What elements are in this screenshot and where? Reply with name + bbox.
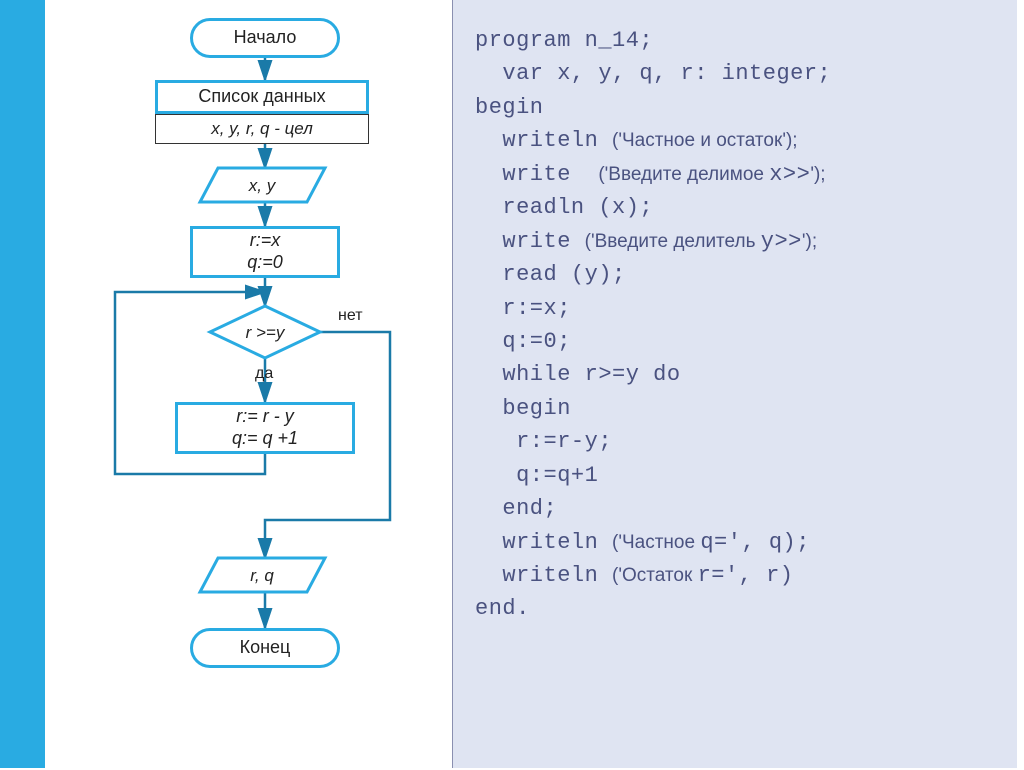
node-end-label: Конец xyxy=(240,637,291,659)
node-start-label: Начало xyxy=(234,27,297,49)
node-start: Начало xyxy=(190,18,340,58)
node-io1-label: x, y xyxy=(212,176,312,196)
code-line: q:=q+1 xyxy=(475,459,997,492)
node-init-l2: q:=0 xyxy=(247,252,283,274)
side-stripe xyxy=(0,0,45,768)
code-panel: program n_14; var x, y, q, r: integer; b… xyxy=(452,0,1017,768)
code-line: writeln ('Частное и остаток'); xyxy=(475,124,997,157)
node-init: r:=x q:=0 xyxy=(190,226,340,278)
code-line: read (y); xyxy=(475,258,997,291)
node-end: Конец xyxy=(190,628,340,668)
code-line: end. xyxy=(475,592,997,625)
node-declarations: x, y, r, q - цел xyxy=(155,114,369,144)
node-io2-label: r, q xyxy=(212,566,312,586)
code-line: write ('Введите делитель y>>'); xyxy=(475,225,997,258)
node-body-l1: r:= r - y xyxy=(236,406,294,428)
node-init-l1: r:=x xyxy=(250,230,281,252)
code-line: writeln ('Остаток r=', r) xyxy=(475,559,997,592)
node-cond-label: r >=y xyxy=(215,323,315,343)
branch-no-label: нет xyxy=(338,307,363,324)
code-line: r:=r-y; xyxy=(475,425,997,458)
flowchart: нет да Начало Список данных x, y, r, q -… xyxy=(60,0,450,768)
node-title: Список данных xyxy=(155,80,369,114)
code-line: begin xyxy=(475,91,997,124)
code-line: end; xyxy=(475,492,997,525)
node-title-label: Список данных xyxy=(198,86,325,108)
node-body: r:= r - y q:= q +1 xyxy=(175,402,355,454)
code-line: while r>=y do xyxy=(475,358,997,391)
code-line: writeln ('Частное q=', q); xyxy=(475,526,997,559)
node-body-l2: q:= q +1 xyxy=(232,428,298,450)
branch-yes-label: да xyxy=(255,365,273,382)
code-line: write ('Введите делимое x>>'); xyxy=(475,158,997,191)
node-decl-label: x, y, r, q - цел xyxy=(211,119,313,139)
code-line: program n_14; xyxy=(475,24,997,57)
code-line: begin xyxy=(475,392,997,425)
code-line: q:=0; xyxy=(475,325,997,358)
code-line: var x, y, q, r: integer; xyxy=(475,57,997,90)
code-line: readln (x); xyxy=(475,191,997,224)
code-line: r:=x; xyxy=(475,292,997,325)
